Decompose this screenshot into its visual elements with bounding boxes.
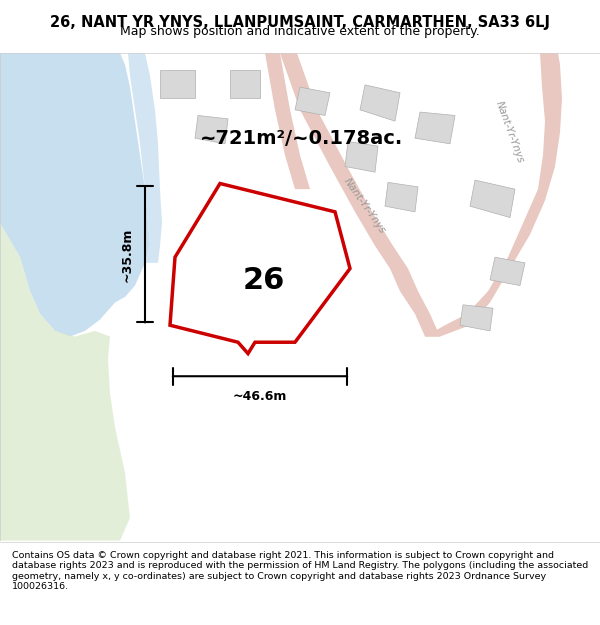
Polygon shape <box>230 70 260 99</box>
Text: 26, NANT YR YNYS, LLANPUMSAINT, CARMARTHEN, SA33 6LJ: 26, NANT YR YNYS, LLANPUMSAINT, CARMARTH… <box>50 15 550 30</box>
Polygon shape <box>195 116 228 144</box>
Polygon shape <box>415 112 455 144</box>
Text: Nant-Yr-Ynys: Nant-Yr-Ynys <box>494 100 526 165</box>
Text: Contains OS data © Crown copyright and database right 2021. This information is : Contains OS data © Crown copyright and d… <box>12 551 588 591</box>
Polygon shape <box>265 53 310 189</box>
Polygon shape <box>425 53 562 336</box>
Polygon shape <box>280 53 440 336</box>
Text: Nant-Yr-Ynys: Nant-Yr-Ynys <box>342 176 388 236</box>
Polygon shape <box>470 180 515 218</box>
Polygon shape <box>460 305 493 331</box>
Polygon shape <box>360 85 400 121</box>
Polygon shape <box>128 53 162 263</box>
Polygon shape <box>295 87 330 116</box>
Polygon shape <box>490 258 525 286</box>
Text: 26: 26 <box>243 266 285 295</box>
Text: ~35.8m: ~35.8m <box>121 227 133 281</box>
Polygon shape <box>0 53 150 336</box>
Polygon shape <box>160 70 195 99</box>
Text: ~721m²/~0.178ac.: ~721m²/~0.178ac. <box>200 129 403 148</box>
Polygon shape <box>345 141 378 172</box>
Text: ~46.6m: ~46.6m <box>233 390 287 403</box>
Text: Map shows position and indicative extent of the property.: Map shows position and indicative extent… <box>120 25 480 38</box>
Polygon shape <box>0 223 130 541</box>
Polygon shape <box>385 182 418 212</box>
